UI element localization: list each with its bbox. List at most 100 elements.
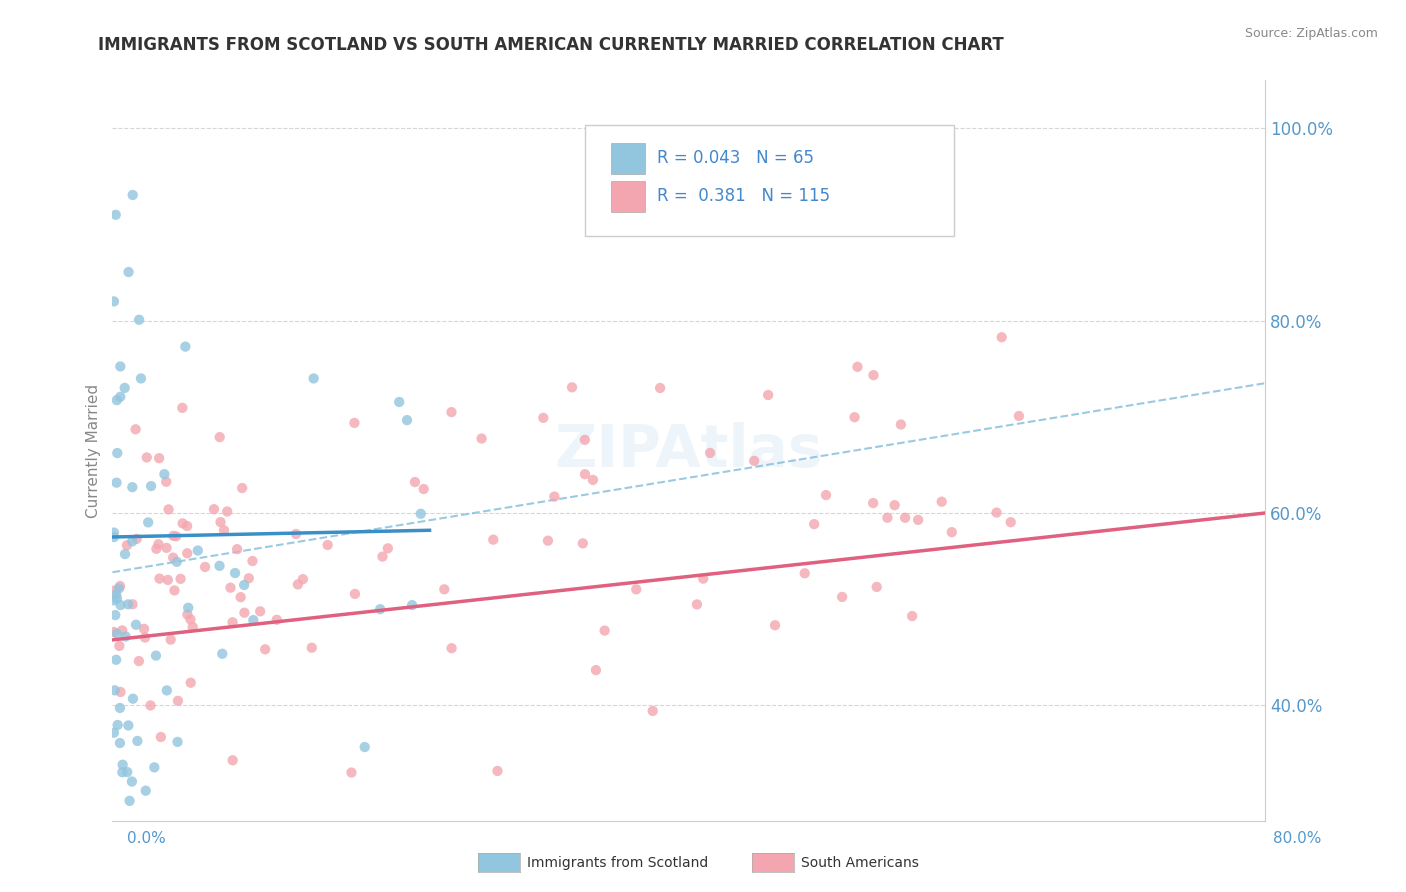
Point — [129, 371, 152, 385]
Text: 0.0%: 0.0% — [127, 831, 166, 846]
Point — [128, 654, 150, 668]
Point — [377, 541, 399, 556]
Point — [136, 516, 159, 530]
Point — [110, 359, 132, 374]
Point — [180, 675, 202, 690]
Text: Source: ZipAtlas.com: Source: ZipAtlas.com — [1244, 27, 1378, 40]
Text: 80.0%: 80.0% — [1274, 831, 1322, 846]
Point — [104, 583, 127, 598]
Point — [105, 475, 128, 490]
Point — [686, 598, 709, 612]
Point — [162, 529, 184, 543]
Point — [990, 330, 1012, 344]
Point — [132, 622, 155, 636]
Point — [238, 571, 260, 585]
Point — [105, 591, 128, 606]
Point — [172, 516, 194, 531]
Point — [844, 410, 866, 425]
Point — [110, 685, 132, 699]
Point — [742, 454, 765, 468]
Point — [176, 607, 198, 622]
Point — [117, 598, 139, 612]
Point — [111, 757, 134, 772]
Point — [127, 734, 149, 748]
Point — [103, 530, 125, 544]
Point — [471, 432, 494, 446]
Point — [301, 640, 323, 655]
Point — [242, 613, 264, 627]
Point — [412, 482, 434, 496]
Point — [117, 265, 139, 279]
Point — [593, 624, 616, 638]
Point — [202, 502, 225, 516]
Point — [208, 430, 231, 444]
Point — [692, 572, 714, 586]
Point — [221, 615, 243, 630]
Point — [105, 393, 128, 408]
Point — [287, 577, 309, 591]
Point — [145, 648, 167, 663]
Point — [574, 467, 596, 482]
Point — [572, 536, 595, 550]
Point — [121, 480, 143, 494]
Point — [148, 572, 170, 586]
Bar — [610, 181, 645, 212]
Point — [108, 582, 131, 596]
Point — [105, 653, 128, 667]
Point — [114, 547, 136, 561]
Point — [302, 371, 325, 385]
Point — [862, 496, 884, 510]
Point — [111, 765, 134, 780]
Point — [285, 527, 308, 541]
Point — [404, 475, 426, 489]
Point — [103, 294, 125, 309]
Text: South Americans: South Americans — [801, 855, 920, 870]
Point — [110, 390, 132, 404]
Point — [846, 359, 869, 374]
Point — [143, 760, 166, 774]
Bar — [610, 144, 645, 174]
Point — [353, 740, 375, 755]
Point — [155, 541, 177, 555]
Point — [107, 718, 129, 732]
Point — [401, 598, 423, 612]
Point — [128, 312, 150, 326]
Point — [108, 579, 131, 593]
Point — [343, 587, 366, 601]
Point — [166, 555, 188, 569]
Point — [543, 490, 565, 504]
Text: Immigrants from Scotland: Immigrants from Scotland — [527, 855, 709, 870]
Point — [156, 573, 179, 587]
Point — [179, 612, 201, 626]
Point — [169, 572, 191, 586]
Point — [153, 467, 176, 482]
Point — [174, 340, 197, 354]
Point — [108, 701, 131, 715]
Point — [537, 533, 560, 548]
Point — [155, 475, 177, 489]
Point — [114, 381, 136, 395]
Point — [103, 725, 125, 739]
Point — [166, 735, 188, 749]
Point — [650, 381, 672, 395]
Point — [209, 515, 232, 529]
Point — [117, 765, 139, 780]
Point — [176, 519, 198, 533]
Point — [121, 774, 143, 789]
Point — [104, 208, 127, 222]
Point — [135, 783, 157, 797]
Point — [163, 583, 186, 598]
Point — [371, 549, 394, 564]
Point — [756, 388, 779, 402]
Point — [103, 624, 125, 639]
Point — [340, 765, 363, 780]
Point — [212, 523, 235, 537]
Point — [1008, 409, 1031, 423]
Point — [139, 698, 162, 713]
Point — [233, 606, 256, 620]
Point — [224, 566, 246, 580]
Point — [486, 764, 509, 778]
Point — [626, 582, 648, 597]
Point — [907, 513, 929, 527]
Point — [148, 451, 170, 466]
